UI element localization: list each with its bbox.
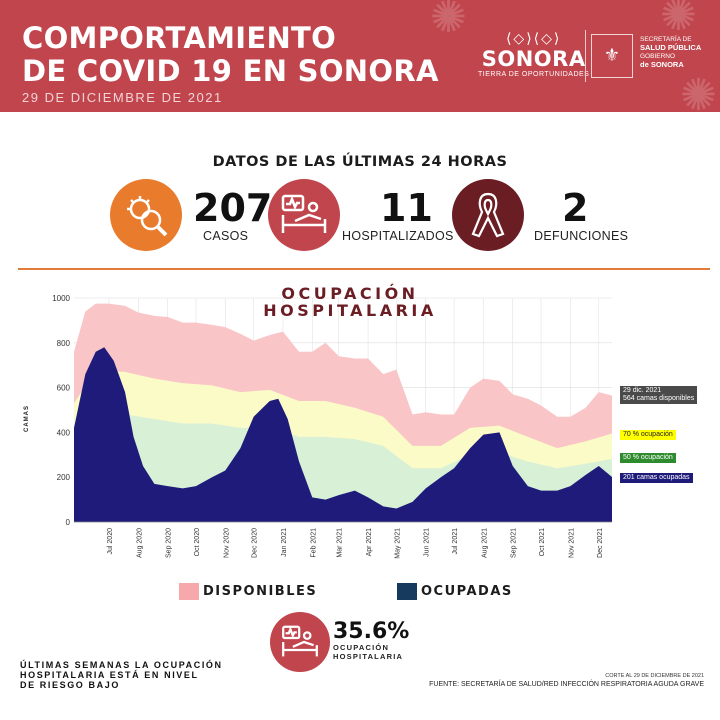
cases-label: CASOS bbox=[203, 229, 249, 243]
logo-divider bbox=[585, 30, 586, 82]
occupancy-percent: 35.6% bbox=[333, 619, 410, 644]
x-tick-label: Jul 2021 bbox=[452, 528, 459, 555]
source-note: FUENTE: SECRETARÍA DE SALUD/RED INFECCIÓ… bbox=[429, 681, 704, 688]
x-tick-label: Oct 2021 bbox=[539, 528, 546, 557]
legend-swatch-available bbox=[179, 583, 199, 600]
x-tick-label: Jun 2021 bbox=[424, 528, 431, 557]
x-tick-label: May 2021 bbox=[394, 528, 401, 559]
x-tick-label: Feb 2021 bbox=[310, 528, 317, 558]
x-tick-label: Aug 2021 bbox=[481, 528, 488, 558]
hospital-bed-icon bbox=[270, 612, 330, 672]
y-tick-label: 0 bbox=[66, 518, 71, 527]
gov-line-2: SALUD PÚBLICA bbox=[640, 43, 702, 52]
legend-swatch-occupied bbox=[397, 583, 417, 600]
sonora-brand-name: SONORA bbox=[481, 47, 586, 71]
gov-line-4: de SONORA bbox=[640, 60, 684, 69]
y-tick-label: 800 bbox=[57, 339, 71, 348]
x-tick-label: Jan 2021 bbox=[281, 528, 288, 557]
x-tick-label: Aug 2020 bbox=[136, 528, 143, 558]
section-divider bbox=[18, 268, 710, 270]
report-date: 29 DE DICIEMBRE DE 2021 bbox=[22, 90, 223, 105]
legend-available: DISPONIBLES bbox=[203, 584, 318, 599]
government-seal-icon: ⚜ bbox=[591, 34, 633, 78]
x-tick-label: Nov 2021 bbox=[568, 528, 575, 558]
gov-line-1: SECRETARÍA DE bbox=[640, 36, 692, 43]
x-tick-label: Nov 2020 bbox=[223, 528, 230, 558]
hospitalized-count: 11 bbox=[380, 186, 433, 230]
stats-title: DATOS DE LAS ÚLTIMAS 24 HORAS bbox=[212, 154, 508, 170]
cutoff-note: CORTE AL 29 DE DICIEMBRE DE 2021 bbox=[605, 673, 704, 679]
y-tick-label: 200 bbox=[57, 473, 71, 482]
y-tick-label: 400 bbox=[57, 428, 71, 437]
sonora-tagline: TIERRA DE OPORTUNIDADES bbox=[478, 71, 590, 78]
y-axis-label: CAMAS bbox=[24, 405, 30, 432]
x-tick-label: Apr 2021 bbox=[366, 528, 373, 557]
sonora-logo: ⟨◇⟩⟨◇⟩ SONORA TIERRA DE OPORTUNIDADES bbox=[478, 30, 589, 78]
chart-title-line-2: HOSPITALARIA bbox=[263, 301, 437, 320]
header-banner: ✺ ✺ ✺ COMPORTAMIENTO DE COVID 19 EN SONO… bbox=[0, 0, 720, 120]
virus-decoration-icon: ✺ bbox=[680, 71, 717, 120]
x-tick-label: Oct 2020 bbox=[194, 528, 201, 557]
callout-50-percent: 50 % ocupación bbox=[620, 453, 676, 463]
y-tick-label: 1000 bbox=[52, 294, 70, 303]
gov-line-3: GOBIERNO bbox=[640, 53, 676, 60]
title-line-1: COMPORTAMIENTO bbox=[22, 21, 337, 55]
occupancy-label-line-2: HOSPITALARIA bbox=[333, 652, 404, 661]
chart-title: OCUPACIÓN HOSPITALARIA bbox=[220, 285, 480, 319]
series-occupied-area bbox=[74, 347, 612, 522]
x-tick-label: Mar 2021 bbox=[337, 528, 344, 558]
deaths-label: DEFUNCIONES bbox=[534, 229, 629, 243]
callout-available: 564 camas disponibles bbox=[623, 395, 695, 402]
virus-decoration-icon: ✺ bbox=[430, 0, 467, 42]
risk-note: ÚLTIMAS SEMANAS LA OCUPACIÓN HOSPITALARI… bbox=[20, 660, 223, 690]
sonora-mark-icon: ⟨◇⟩⟨◇⟩ bbox=[505, 30, 562, 46]
legend-occupied: OCUPADAS bbox=[421, 584, 513, 599]
x-tick-label: Jul 2020 bbox=[107, 528, 114, 555]
callout-70-percent: 70 % ocupación bbox=[620, 430, 676, 440]
x-tick-label: Dec 2021 bbox=[597, 528, 604, 558]
callout-occupied: 201 camas ocupadas bbox=[620, 473, 693, 483]
callout-date: 29 dic. 2021 bbox=[623, 387, 662, 394]
x-tick-label: Dec 2020 bbox=[252, 528, 259, 558]
cases-count: 207 bbox=[193, 186, 273, 230]
virus-decoration-icon: ✺ bbox=[660, 0, 697, 40]
deaths-count: 2 bbox=[562, 186, 589, 230]
x-tick-label: Sep 2020 bbox=[166, 528, 173, 558]
occupancy-label-line-1: OCUPACIÓN bbox=[333, 643, 390, 652]
virus-search-icon bbox=[110, 179, 182, 251]
hospital-bed-icon bbox=[268, 179, 340, 251]
x-tick-label: Sep 2021 bbox=[511, 528, 518, 558]
y-tick-label: 600 bbox=[57, 384, 71, 393]
occupancy-label: OCUPACIÓN HOSPITALARIA bbox=[333, 643, 403, 661]
ribbon-icon bbox=[452, 179, 524, 251]
title-line-2: DE COVID 19 EN SONORA bbox=[22, 54, 439, 88]
hospitalized-label: HOSPITALIZADOS bbox=[342, 229, 454, 243]
page-title: COMPORTAMIENTO DE COVID 19 EN SONORA bbox=[22, 22, 439, 88]
latest-callout: 29 dic. 2021 564 camas disponibles bbox=[620, 386, 698, 404]
government-label: SECRETARÍA DE SALUD PÚBLICA GOBIERNO de … bbox=[640, 36, 701, 70]
chart-title-line-1: OCUPACIÓN bbox=[281, 284, 419, 303]
